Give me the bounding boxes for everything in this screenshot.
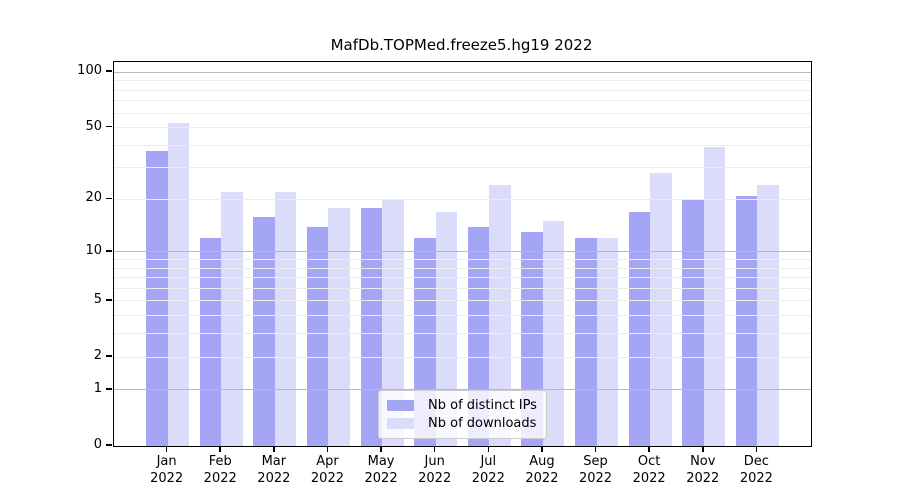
gridline	[114, 356, 811, 358]
x-tick	[326, 446, 329, 452]
legend-label-downloads: Nb of downloads	[428, 415, 537, 431]
y-tick	[106, 197, 112, 200]
x-tick	[702, 446, 704, 452]
gridline	[114, 80, 811, 82]
x-tick-label: Apr 2022	[310, 454, 344, 486]
bar-downloads-jun	[435, 211, 458, 446]
plot-area	[113, 61, 812, 447]
gridline	[114, 127, 811, 128]
legend-swatch-distinct-ips	[387, 399, 414, 411]
gridline	[114, 333, 811, 335]
y-tick	[106, 355, 112, 357]
x-tick	[165, 446, 168, 452]
bar-distinct-ips-oct	[628, 211, 651, 446]
x-tick	[273, 446, 275, 452]
y-tick-label: 5	[93, 291, 102, 307]
y-tick-label: 2	[93, 348, 102, 363]
legend: Nb of distinct IPs Nb of downloads	[378, 390, 547, 439]
gridline	[114, 300, 811, 302]
bar-downloads-sep	[596, 238, 619, 446]
gridline	[114, 198, 811, 200]
chart-title: MafDb.TOPMed.freeze5.hg19 2022	[330, 36, 593, 54]
legend-label-distinct-ips: Nb of distinct IPs	[428, 397, 537, 413]
x-tick	[541, 446, 543, 452]
legend-item-downloads: Nb of downloads	[379, 414, 546, 432]
y-tick-label: 10	[85, 242, 102, 258]
x-tick	[380, 446, 382, 452]
y-tick	[106, 250, 112, 252]
bar-downloads-apr	[328, 207, 350, 446]
x-tick	[755, 446, 758, 452]
gridline	[114, 277, 811, 279]
gridline	[114, 112, 811, 114]
x-tick-label: Aug 2022	[525, 454, 559, 486]
gridline	[114, 100, 811, 102]
gridline	[114, 315, 811, 317]
bar-downloads-oct	[650, 173, 672, 446]
gridline	[114, 71, 811, 73]
x-tick-label: Nov 2022	[686, 454, 720, 486]
y-tick-label: 0	[93, 437, 102, 452]
y-tick	[106, 388, 112, 390]
bar-distinct-ips-sep	[575, 238, 597, 446]
legend-item-distinct-ips: Nb of distinct IPs	[379, 396, 546, 414]
y-tick-label: 50	[85, 118, 102, 134]
bar-distinct-ips-apr	[306, 226, 329, 446]
x-tick-label: Feb 2022	[203, 454, 237, 486]
bar-distinct-ips-nov	[682, 199, 704, 446]
y-tick	[106, 444, 112, 446]
bar-downloads-jan	[167, 122, 190, 446]
gridline	[114, 287, 811, 289]
x-tick	[594, 446, 597, 452]
y-tick	[106, 299, 112, 301]
y-tick-label: 100	[77, 63, 102, 79]
y-tick	[106, 70, 112, 72]
gridline	[114, 267, 811, 269]
gridline	[114, 167, 811, 169]
x-tick-label: Sep 2022	[578, 454, 613, 486]
bar-downloads-may	[382, 199, 404, 446]
bar-downloads-mar	[274, 192, 297, 446]
x-tick-label: Jan 2022	[150, 454, 184, 486]
bar-distinct-ips-dec	[735, 195, 758, 446]
gridline	[114, 89, 811, 91]
y-tick-label: 20	[85, 190, 102, 206]
x-tick-label: Oct 2022	[632, 454, 666, 486]
x-tick	[487, 446, 490, 452]
bar-distinct-ips-mar	[253, 216, 275, 446]
x-tick-label: Dec 2022	[739, 454, 773, 486]
bar-distinct-ips-feb	[199, 238, 222, 446]
gridline	[114, 389, 811, 391]
y-tick-label: 1	[93, 380, 102, 396]
x-tick	[648, 446, 650, 452]
bar-downloads-feb	[221, 192, 243, 446]
x-tick-label: Jul 2022	[471, 454, 505, 486]
x-tick	[433, 446, 436, 452]
x-tick-label: May 2022	[364, 454, 398, 486]
x-tick-label: Mar 2022	[257, 454, 291, 486]
x-tick	[219, 446, 221, 452]
bar-downloads-nov	[703, 147, 726, 446]
gridline	[114, 259, 811, 260]
gridline	[114, 144, 811, 146]
y-tick	[106, 125, 112, 128]
bar-distinct-ips-may	[360, 207, 383, 446]
gridline	[114, 251, 811, 253]
x-tick-label: Jun 2022	[418, 454, 452, 486]
bar-distinct-ips-jan	[146, 151, 168, 446]
legend-swatch-downloads	[387, 417, 414, 429]
